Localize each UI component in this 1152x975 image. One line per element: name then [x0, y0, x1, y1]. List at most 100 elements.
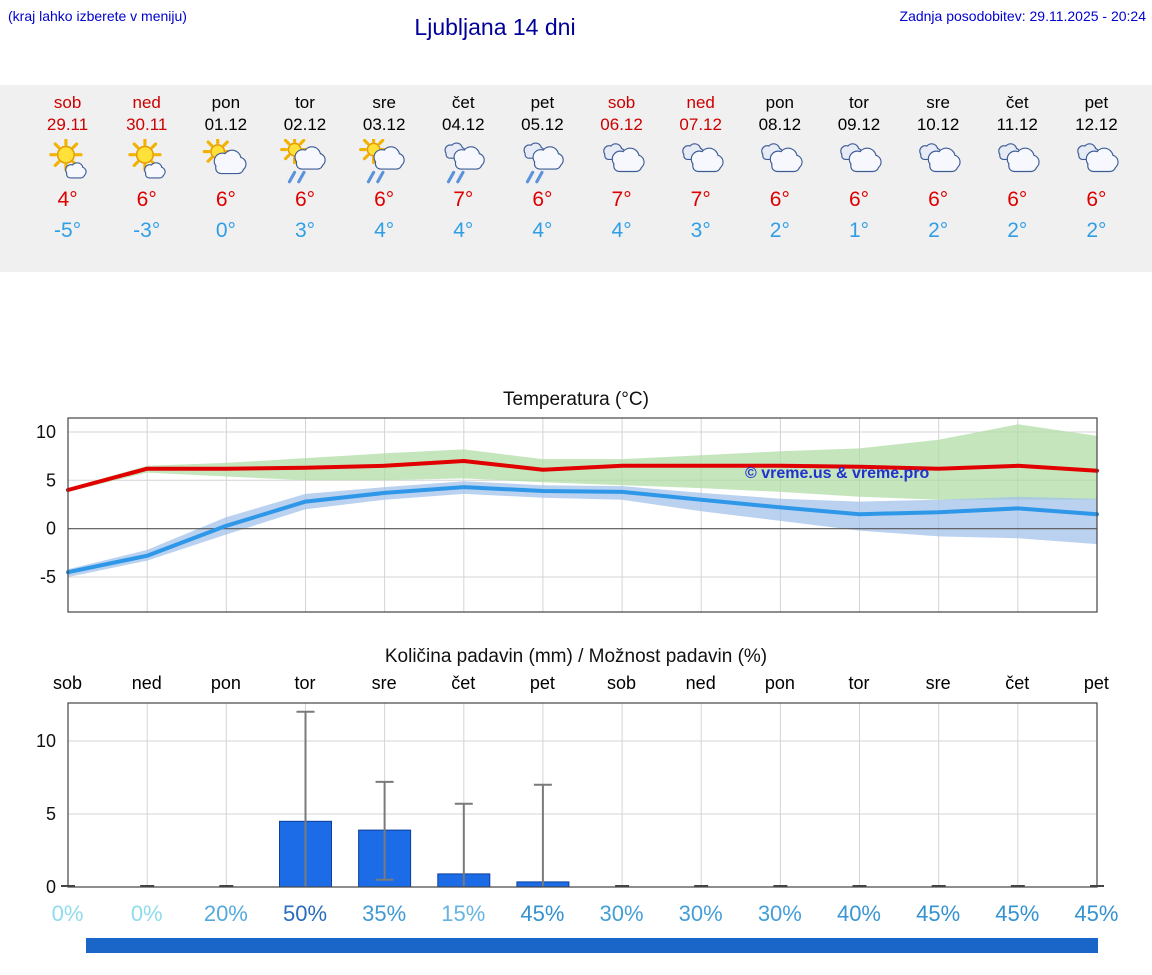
day-name: sre — [926, 93, 950, 112]
precip-day-labels: sob ned pon tor sre čet pet sob ned pon tor sre čet p… — [0, 673, 1152, 694]
forecast-day: tor 09.12 6° 1° — [819, 93, 898, 272]
precip-day-label: sob — [53, 673, 83, 693]
weather-icon-cell — [899, 139, 978, 187]
forecast-day: ned 30.11 6° -3° — [107, 93, 186, 272]
watermark-link[interactable]: © vreme.us & vreme.pro — [745, 465, 930, 482]
weather-icon-cell — [186, 136, 265, 187]
high-temp: 6° — [928, 188, 949, 211]
low-temp: 4° — [374, 219, 395, 242]
day-date: 11.12 — [996, 115, 1038, 134]
precip-probability-row: 0% 0% 20% 50% 35% 15% 45% 30% 30% 30% 40% 45% 45% 45% — [0, 901, 1152, 927]
precipitation-chart-title: Količina padavin (mm) / Možnost padavin … — [384, 646, 768, 667]
forecast-day: sob 06.12 7° 4° — [582, 93, 661, 272]
forecast-strip: sob 29.11 4° -5° ned 30.11 6° -3° pon 01.12 6° 0° to… — [0, 85, 1152, 272]
high-temp: 7° — [453, 188, 474, 211]
day-name: sob — [607, 93, 636, 112]
cloudy-icon — [919, 143, 961, 173]
precip-probability: 30% — [599, 901, 644, 926]
weather-icon-cell — [740, 139, 819, 187]
precip-day-label: tor — [294, 673, 316, 693]
high-temp: 6° — [769, 188, 790, 211]
precip-probability: 40% — [836, 901, 881, 926]
day-name: čet — [451, 93, 475, 112]
day-name: pon — [765, 93, 795, 112]
precip-probability: 45% — [520, 901, 565, 926]
day-date: 06.12 — [600, 115, 643, 134]
max-temp-line — [66, 459, 1099, 492]
low-temp: -3° — [133, 219, 161, 242]
weather-icon-cell — [503, 139, 582, 187]
max-range-band — [68, 424, 1097, 500]
baseline-tick — [1010, 885, 1025, 887]
high-temp: 6° — [1007, 188, 1028, 211]
low-temp: 4° — [611, 219, 632, 242]
day-name: ned — [686, 93, 715, 112]
low-temp: 0° — [215, 219, 236, 242]
cloudy-icon — [998, 143, 1040, 173]
min-temp-line — [66, 485, 1099, 575]
day-date: 02.12 — [283, 115, 327, 134]
precip-day-label: čet — [1005, 673, 1030, 693]
day-name: pet — [530, 93, 555, 112]
day-name: sre — [372, 93, 396, 112]
precip-day-label: pon — [210, 673, 241, 693]
cloudy-icon — [840, 143, 882, 173]
day-date: 05.12 — [521, 115, 564, 134]
day-date: 30.11 — [126, 115, 168, 134]
y-tick-label: 0 — [46, 877, 56, 897]
high-temp: 7° — [690, 188, 711, 211]
y-tick-label: 0 — [46, 519, 56, 539]
sun-cloud-rain-icon — [280, 135, 326, 184]
day-name: čet — [1005, 93, 1029, 112]
weather-icon-cell — [265, 135, 344, 187]
low-temp: 2° — [928, 219, 949, 242]
high-temp: 4° — [57, 188, 78, 211]
precip-probability: 0% — [130, 901, 163, 926]
high-temp: 6° — [848, 188, 870, 211]
cloudy-icon — [761, 143, 803, 173]
location-hint: (kraj lahko izberete v meniju) — [8, 8, 187, 24]
weather-icon-cell — [582, 139, 661, 187]
precip-day-label: sre — [925, 673, 951, 693]
chart-border — [67, 702, 1098, 888]
precip-day-label: ned — [131, 673, 162, 693]
y-tick-label: 5 — [46, 470, 56, 490]
precip-day-label: čet — [451, 673, 476, 693]
day-date: 29.11 — [46, 115, 89, 134]
low-temp: 3° — [690, 219, 711, 242]
y-tick-label: -5 — [40, 567, 56, 587]
high-temp: 7° — [611, 188, 632, 211]
forecast-day: sre 10.12 6° 2° — [899, 93, 978, 272]
precip-probability: 0% — [51, 901, 84, 926]
weather-icon-cell — [819, 139, 898, 187]
day-date: 04.12 — [442, 115, 485, 134]
baseline-tick — [615, 885, 630, 887]
cloud-sun-icon — [202, 136, 247, 175]
last-updated: Zadnja posodobitev: 29.11.2025 - 20:24 — [899, 8, 1146, 24]
weather-icon-cell — [345, 135, 424, 187]
forecast-day: pon 01.12 6° 0° — [186, 93, 265, 272]
day-date: 10.12 — [916, 115, 960, 134]
forecast-day: tor 02.12 6° 3° — [265, 93, 344, 272]
precip-probability: 30% — [678, 901, 723, 926]
y-tick-label: 10 — [36, 731, 56, 751]
precip-day-label: ned — [685, 673, 716, 693]
low-temp: 2° — [769, 219, 790, 242]
low-temp: -5° — [54, 219, 82, 242]
cloudy-icon — [602, 143, 645, 173]
weather-icon-cell — [661, 139, 740, 187]
day-name: tor — [295, 93, 315, 112]
low-temp: 4° — [453, 219, 474, 242]
precip-day-label: pet — [1083, 673, 1109, 693]
day-date: 09.12 — [837, 115, 881, 134]
forecast-day: pet 12.12 6° 2° — [1057, 93, 1136, 272]
cloudy-icon — [1077, 143, 1120, 173]
y-tick-label: 10 — [36, 422, 56, 442]
precip-probability: 35% — [362, 901, 407, 926]
precip-probability: 45% — [916, 901, 961, 926]
baseline-tick — [852, 885, 867, 887]
high-temp: 6° — [136, 188, 157, 211]
low-temp: 2° — [1086, 219, 1107, 242]
high-temp: 6° — [532, 188, 553, 211]
forecast-day: čet 04.12 7° 4° — [424, 93, 503, 272]
